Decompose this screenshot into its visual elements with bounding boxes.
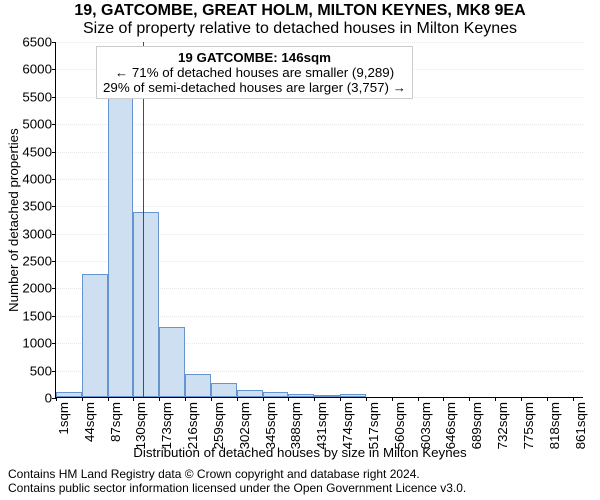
x-tick-label: 732sqm	[495, 402, 510, 449]
y-tick-label: 1500	[22, 308, 52, 323]
x-tick-mark	[159, 397, 160, 401]
y-tick-label: 3500	[22, 199, 52, 214]
x-tick-label: 775sqm	[521, 402, 536, 449]
x-tick-mark	[237, 397, 238, 401]
histogram-bar	[108, 85, 134, 397]
histogram-bar	[133, 212, 159, 397]
histogram-bar	[340, 394, 366, 397]
x-tick-label: 130sqm	[133, 402, 148, 449]
x-tick-label: 560sqm	[392, 402, 407, 449]
y-tick-label: 4000	[22, 171, 52, 186]
x-tick-label: 216sqm	[185, 402, 200, 449]
x-tick-label: 603sqm	[418, 402, 433, 449]
grid-line	[56, 152, 583, 153]
x-tick-mark	[314, 397, 315, 401]
y-tick-mark	[52, 261, 56, 262]
x-tick-mark	[133, 397, 134, 401]
x-tick-mark	[521, 397, 522, 401]
y-tick-label: 2000	[22, 281, 52, 296]
y-tick-label: 2500	[22, 254, 52, 269]
callout-smaller: ← 71% of detached houses are smaller (9,…	[103, 65, 406, 80]
x-tick-mark	[495, 397, 496, 401]
x-tick-label: 388sqm	[288, 402, 303, 449]
x-tick-label: 818sqm	[547, 402, 562, 449]
histogram-bar	[82, 274, 108, 397]
y-tick-mark	[52, 69, 56, 70]
y-tick-mark	[52, 42, 56, 43]
chart-title-address: 19, GATCOMBE, GREAT HOLM, MILTON KEYNES,…	[0, 2, 600, 20]
x-tick-label: 474sqm	[340, 402, 355, 449]
histogram-bar	[237, 390, 263, 397]
y-tick-label: 6500	[22, 35, 52, 50]
y-tick-mark	[52, 343, 56, 344]
x-tick-label: 1sqm	[56, 402, 71, 435]
x-tick-label: 259sqm	[211, 402, 226, 449]
x-tick-mark	[443, 397, 444, 401]
x-tick-mark	[263, 397, 264, 401]
footer-copyright: Contains HM Land Registry data © Crown c…	[8, 468, 466, 482]
x-tick-mark	[82, 397, 83, 401]
x-tick-mark	[547, 397, 548, 401]
y-tick-mark	[52, 152, 56, 153]
x-tick-mark	[108, 397, 109, 401]
y-tick-mark	[52, 234, 56, 235]
callout-larger: 29% of semi-detached houses are larger (…	[103, 80, 406, 95]
y-tick-mark	[52, 206, 56, 207]
y-tick-mark	[52, 124, 56, 125]
y-tick-mark	[52, 316, 56, 317]
y-axis-label: Number of detached properties	[6, 128, 21, 312]
property-size-chart: 19, GATCOMBE, GREAT HOLM, MILTON KEYNES,…	[0, 0, 600, 500]
x-tick-label: 302sqm	[237, 402, 252, 449]
histogram-bar	[159, 327, 185, 397]
histogram-bar	[56, 392, 82, 397]
callout-size: 19 GATCOMBE: 146sqm	[103, 50, 406, 65]
y-tick-mark	[52, 288, 56, 289]
x-tick-mark	[56, 397, 57, 401]
x-tick-mark	[392, 397, 393, 401]
x-tick-label: 173sqm	[159, 402, 174, 449]
x-tick-label: 345sqm	[263, 402, 278, 449]
histogram-bar	[185, 374, 211, 397]
y-tick-mark	[52, 97, 56, 98]
x-tick-mark	[366, 397, 367, 401]
x-tick-mark	[469, 397, 470, 401]
grid-line	[56, 179, 583, 180]
x-tick-label: 689sqm	[469, 402, 484, 449]
chart-footer: Contains HM Land Registry data © Crown c…	[8, 468, 466, 496]
grid-line	[56, 42, 583, 43]
histogram-bar	[263, 392, 289, 397]
histogram-bar	[288, 394, 314, 397]
x-tick-mark	[340, 397, 341, 401]
grid-line	[56, 206, 583, 207]
histogram-bar	[314, 395, 340, 397]
property-callout: 19 GATCOMBE: 146sqm← 71% of detached hou…	[96, 46, 413, 99]
x-tick-label: 87sqm	[108, 402, 123, 442]
x-tick-label: 861sqm	[573, 402, 588, 449]
x-tick-label: 44sqm	[82, 402, 97, 442]
x-tick-label: 431sqm	[314, 402, 329, 449]
y-tick-label: 5000	[22, 117, 52, 132]
y-tick-mark	[52, 371, 56, 372]
x-tick-mark	[211, 397, 212, 401]
y-tick-label: 0	[45, 391, 52, 406]
y-tick-label: 6000	[22, 62, 52, 77]
y-tick-label: 5500	[22, 89, 52, 104]
x-tick-label: 646sqm	[443, 402, 458, 449]
y-tick-label: 4500	[22, 144, 52, 159]
x-tick-mark	[185, 397, 186, 401]
chart-title-description: Size of property relative to detached ho…	[0, 20, 600, 38]
y-tick-mark	[52, 179, 56, 180]
x-tick-mark	[288, 397, 289, 401]
histogram-bar	[211, 383, 237, 397]
plot-area: 0500100015002000250030003500400045005000…	[55, 42, 583, 398]
y-tick-label: 3000	[22, 226, 52, 241]
y-tick-label: 1000	[22, 336, 52, 351]
grid-line	[56, 124, 583, 125]
y-tick-label: 500	[30, 363, 52, 378]
footer-licence: Contains public sector information licen…	[8, 482, 466, 496]
x-axis-label: Distribution of detached houses by size …	[0, 445, 600, 460]
x-tick-mark	[418, 397, 419, 401]
x-tick-label: 517sqm	[366, 402, 381, 449]
x-tick-mark	[573, 397, 574, 401]
